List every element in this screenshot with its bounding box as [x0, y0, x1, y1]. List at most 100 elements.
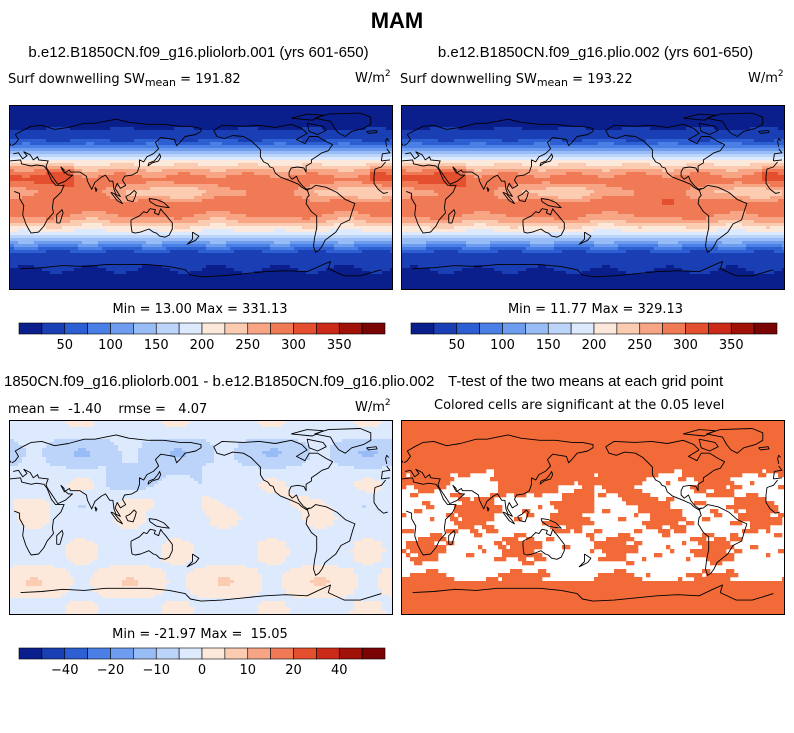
panel2-colorbar-cell — [685, 322, 709, 335]
panel2-colorbar-cell — [730, 322, 755, 335]
panel2-colorbar-tick-label: 200 — [582, 338, 607, 353]
panel3-coastline-eurasia — [11, 434, 391, 517]
panel3-colorbar-cell — [338, 647, 363, 660]
panel3-coastline-japan — [147, 470, 162, 485]
panel3-coastline-nz — [186, 553, 200, 568]
panel2-coastline-greenland — [706, 112, 764, 137]
panel3-colorbar-cell — [293, 647, 317, 660]
panel3-colorbar-cell — [224, 647, 249, 660]
panel3-colorbar-tick-label: 20 — [285, 663, 302, 678]
panel2-colorbar-cell — [433, 322, 458, 335]
panel1-map — [9, 105, 393, 290]
panel2-coastline-eurasia — [403, 118, 783, 197]
panel2-colorbar-cell — [525, 322, 549, 335]
panel3-units: W/m2 — [355, 398, 391, 415]
panel2-coastline-india_sri — [486, 186, 490, 192]
panel3-coastline-greenland — [314, 428, 372, 454]
panel3-colorbar-cell — [201, 647, 226, 660]
panel4-coastline-samerica — [697, 504, 748, 576]
panel1-colorbar: 50 100 150 200 250 300 350 — [18, 322, 386, 353]
panel2-coastline-namerica — [605, 123, 726, 191]
panel3-coastline-uk — [10, 454, 390, 464]
panel2-colorbar-tick-label: 100 — [490, 338, 515, 353]
panel1-colorbar-cell — [201, 322, 226, 335]
panel3-minmax: Min = -21.97 Max = 15.05 — [0, 627, 400, 642]
panel3-colorbar-tick-label: 40 — [331, 663, 348, 678]
panel3-coastlines — [10, 428, 391, 602]
panel2-colorbar-tick-label: 150 — [536, 338, 561, 353]
panel3-colorbar-cell — [110, 647, 134, 660]
panel3-coastline-india_sri — [94, 506, 98, 512]
panel1-colorbar-tick-label: 50 — [56, 338, 73, 353]
panel3-colorbar-tick-label: −40 — [51, 663, 78, 678]
panel1-coastline-ellesmere — [291, 113, 324, 121]
panel2-variable-label: Surf downwelling SWmean = 193.22 — [400, 72, 633, 89]
panel3-coastline-borneo — [125, 509, 137, 523]
panel3-colorbar-tick-label: −20 — [97, 663, 124, 678]
panel2-coastline-nz — [578, 231, 592, 245]
panel3-coastline-samerica — [305, 504, 356, 576]
panel1-coastline-uk — [10, 138, 390, 147]
panel3-colorbar-cell — [178, 647, 203, 660]
panel2-colorbar-tick-label: 50 — [448, 338, 465, 353]
panel1-colorbar-tick-label: 200 — [190, 338, 215, 353]
panel1-coastline-india_sri — [94, 186, 98, 192]
panel2-colorbar-cell — [616, 322, 641, 335]
panel3-coastline-baffin — [306, 438, 327, 452]
panel3-colorbar-cell — [18, 647, 43, 660]
panel2-colorbar: 50 100 150 200 250 300 350 — [410, 322, 778, 353]
panel3-colorbar-cell — [87, 647, 111, 660]
panel2-colorbar-cell — [662, 322, 686, 335]
panel1-colorbar-tick-label: 350 — [327, 338, 352, 353]
panel4-coastline-australia — [522, 528, 565, 560]
panel3-coastline-ellesmere — [291, 429, 324, 437]
panel2-coastline-borneo — [517, 189, 529, 203]
panel1-colorbar-cell — [316, 322, 340, 335]
panel2-units: W/m2 — [748, 69, 784, 86]
panel4-coastline-newguinea — [540, 518, 562, 529]
panel1-colorbar-cell — [224, 322, 249, 335]
panel3-coastline-iceland — [366, 446, 378, 451]
panel2-coastline-madagascar — [448, 209, 456, 224]
panel2-coastline-ellesmere — [683, 113, 716, 121]
panel3-coastline-australia — [130, 528, 173, 560]
panel1-colorbar-cell — [155, 322, 180, 335]
panel2-coastlines — [402, 112, 783, 278]
panel4-coastline-antarctica — [412, 584, 774, 602]
panel4-coastline-africa — [402, 477, 780, 556]
panel3-colorbar-cell — [361, 647, 386, 660]
panel1-colorbar-cell — [18, 322, 43, 335]
panel3-map — [9, 420, 393, 615]
panel4-coastline-greenland — [706, 428, 764, 454]
panel3-colorbar-cell — [64, 647, 88, 660]
panel1-coastline-baffin — [306, 122, 327, 135]
panel1-title: b.e12.B1850CN.f09_g16.pliolorb.001 (yrs … — [0, 44, 397, 61]
panel4-map — [401, 420, 785, 615]
panel2-coastline-sumatra — [502, 191, 515, 205]
panel2-colorbar-cell — [410, 322, 435, 335]
panel3-coastline-sumatra — [110, 511, 123, 525]
panel2-minmax: Min = 11.77 Max = 329.13 — [397, 302, 794, 317]
panel3-coastline-namerica — [213, 439, 334, 511]
panel2-colorbar-cell — [479, 322, 503, 335]
panel3-colorbar-cell — [247, 647, 271, 660]
panel1-colorbar-cell — [338, 322, 363, 335]
panel4-coastline-iceland — [758, 446, 770, 451]
panel3-coastline-madagascar — [56, 529, 64, 545]
panel4-coastline-japan — [539, 470, 554, 485]
panel3-coastline-africa — [10, 477, 388, 556]
panel3-field — [10, 421, 392, 614]
panel2-colorbar-tick-label: 300 — [673, 338, 698, 353]
panel1-coastline-nz — [186, 231, 200, 245]
figure-title: MAM — [0, 8, 794, 34]
panel2-colorbar-tick-label: 250 — [627, 338, 652, 353]
panel1-colorbar-tick-label: 150 — [144, 338, 169, 353]
panel1-units: W/m2 — [355, 69, 391, 86]
panel2-colorbar-cell — [547, 322, 572, 335]
panel2-colorbar-tick-label: 350 — [719, 338, 744, 353]
panel1-colorbar-cell — [178, 322, 203, 335]
panel3-colorbar: −40 −20 −10 0 10 20 40 — [18, 647, 386, 678]
panel4-coastline-india_sri — [486, 506, 490, 512]
panel2-coastline-japan — [539, 153, 554, 167]
panel3-colorbar-cell — [41, 647, 66, 660]
